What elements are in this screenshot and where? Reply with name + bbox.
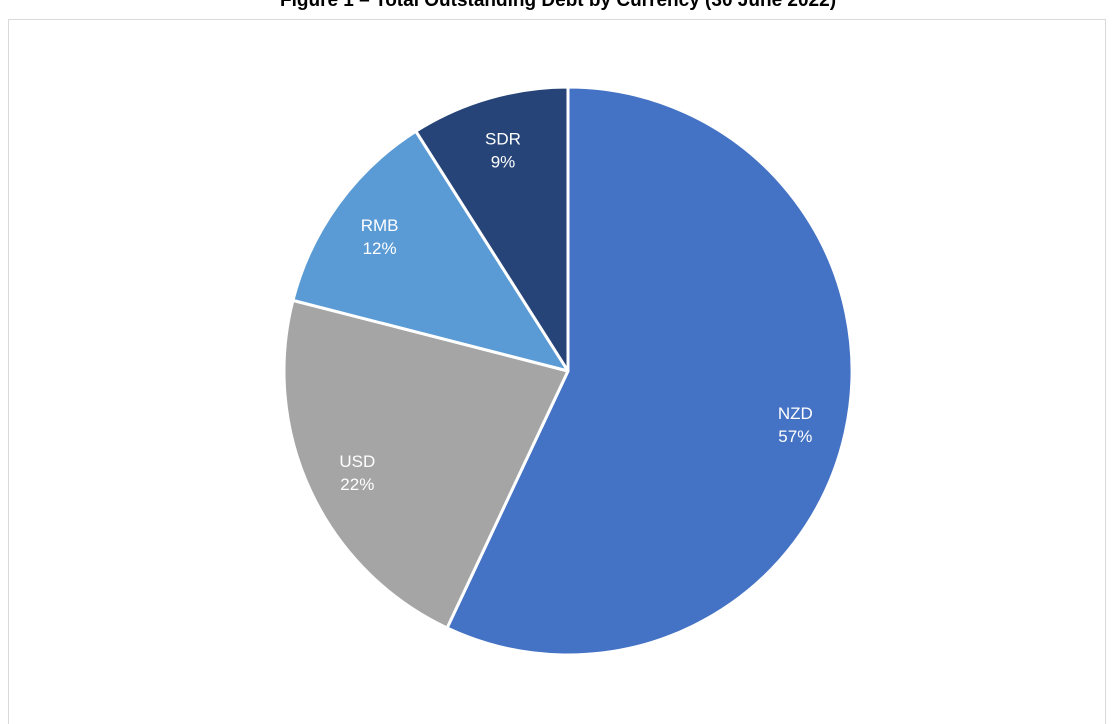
- data-label-value-usd: 22%: [340, 475, 374, 494]
- pie-slice-nzd: [445, 85, 854, 657]
- data-label-category-rmb: RMB: [361, 216, 399, 235]
- pie-slices: [282, 85, 854, 657]
- data-label-category-sdr: SDR: [485, 129, 521, 148]
- data-label-category-usd: USD: [339, 452, 375, 471]
- data-label-value-rmb: 12%: [363, 239, 397, 258]
- data-label-category-nzd: NZD: [778, 404, 813, 423]
- pie-slice-rmb: [291, 129, 570, 373]
- pie-labels: NZD 57% USD 22% RMB 12% SDR 9%: [339, 129, 812, 494]
- data-label-value-sdr: 9%: [491, 152, 516, 171]
- pie-slice-usd: [282, 298, 570, 630]
- data-label-value-nzd: 57%: [778, 427, 812, 446]
- chart-title: Figure 1 – Total Outstanding Debt by Cur…: [279, 0, 837, 11]
- pie-slice-sdr: [414, 85, 570, 373]
